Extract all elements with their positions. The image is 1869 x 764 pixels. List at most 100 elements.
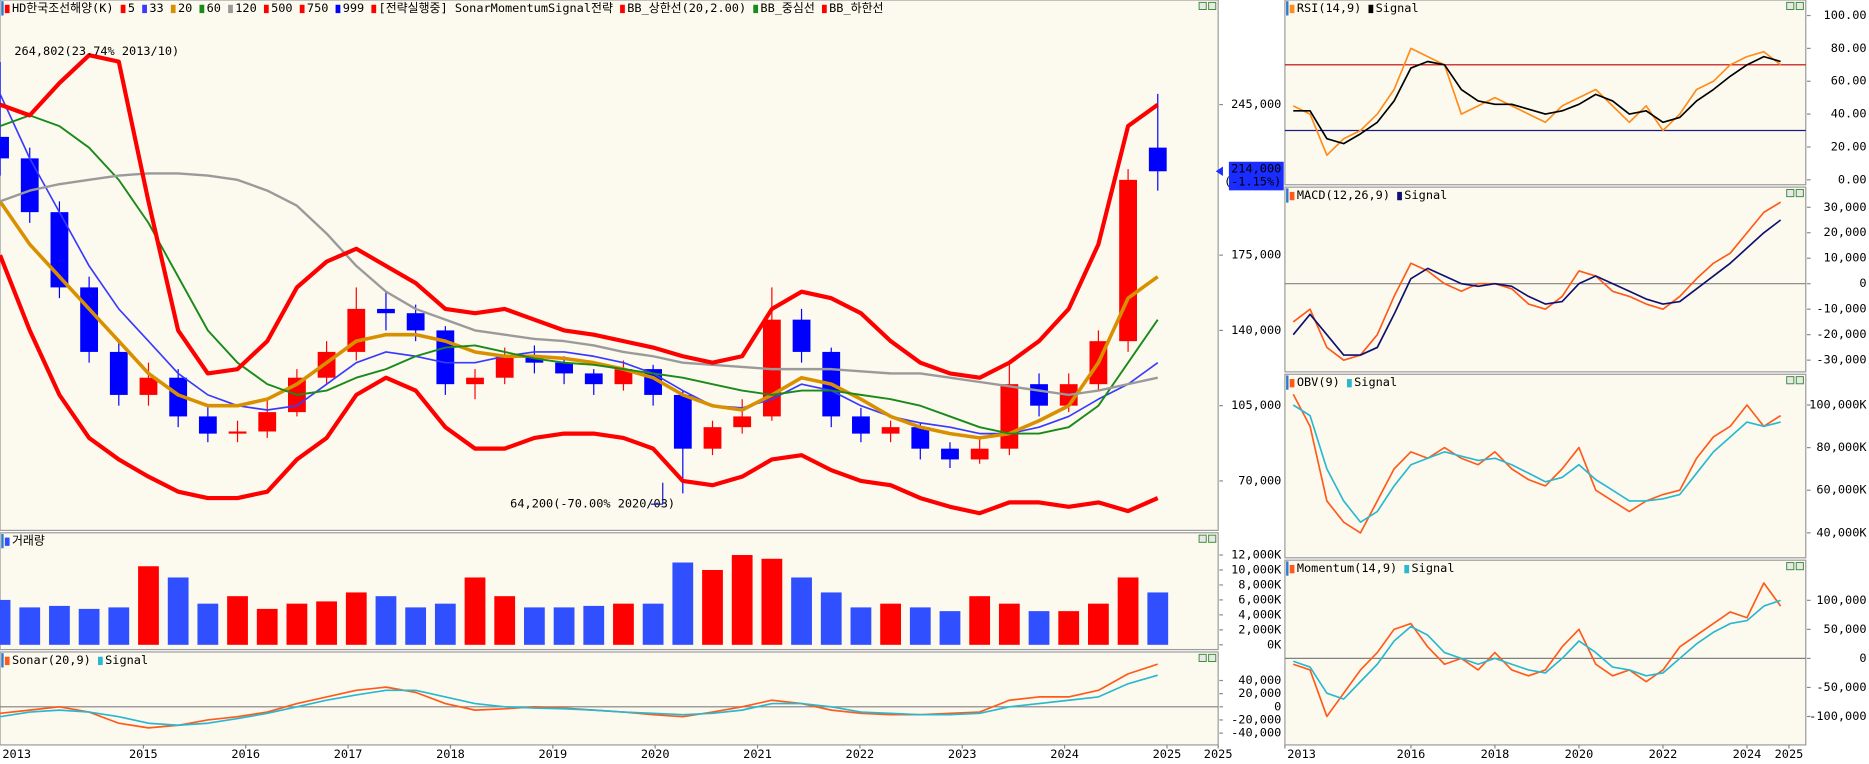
window-button[interactable] bbox=[1198, 534, 1207, 543]
x-tick-label: 2016 bbox=[1397, 747, 1426, 761]
last-price-label: 214,000 bbox=[1231, 161, 1281, 175]
series-line bbox=[0, 674, 1158, 727]
legend-label: HD한국조선해양(K) bbox=[12, 1, 114, 15]
volume-bar bbox=[405, 607, 427, 645]
legend-swatch bbox=[170, 4, 176, 14]
legend-swatch bbox=[620, 4, 625, 14]
candle-body bbox=[703, 427, 722, 449]
y-tick-label: 40,000K bbox=[1816, 525, 1867, 539]
volume-bar bbox=[256, 608, 278, 645]
x-tick-label: 2024 bbox=[1050, 747, 1079, 761]
y-tick-label: -50,000 bbox=[1816, 680, 1866, 694]
volume-bar bbox=[613, 603, 634, 645]
volume-bar bbox=[1058, 611, 1080, 645]
volume-bar bbox=[731, 555, 753, 645]
y-tick-label: 80,000K bbox=[1816, 440, 1867, 454]
window-button[interactable] bbox=[1208, 653, 1217, 662]
y-tick-label: 0 bbox=[1859, 651, 1866, 665]
legend-swatch bbox=[1397, 191, 1402, 201]
volume-bar bbox=[880, 603, 902, 645]
legend-label: 999 bbox=[343, 1, 365, 15]
last-price-pointer bbox=[1215, 166, 1223, 177]
series-line bbox=[0, 172, 1158, 397]
legend-swatch bbox=[199, 4, 205, 14]
y-tick-label: 140,000 bbox=[1231, 323, 1281, 337]
window-button[interactable] bbox=[1786, 562, 1795, 571]
volume-bar bbox=[583, 605, 605, 645]
window-button[interactable] bbox=[1786, 1, 1795, 11]
candle-body bbox=[1030, 384, 1048, 406]
y-tick-label: -20,000 bbox=[1816, 327, 1866, 341]
legend-label: RSI(14,9) bbox=[1297, 1, 1362, 15]
window-button[interactable] bbox=[1795, 562, 1804, 571]
legend-label: 60 bbox=[207, 1, 221, 15]
volume-bar bbox=[49, 605, 70, 645]
legend-label: BB_하한선 bbox=[829, 1, 883, 15]
legend-label: Sonar(20,9) bbox=[12, 653, 91, 667]
legend-swatch bbox=[1368, 4, 1374, 14]
candle-body bbox=[584, 373, 603, 385]
candle-body bbox=[970, 448, 989, 460]
x-tick-label: 2025 bbox=[1153, 747, 1182, 761]
panel bbox=[1284, 186, 1807, 373]
volume-bar bbox=[464, 577, 486, 645]
legend-label: OBV(9) bbox=[1297, 375, 1340, 389]
window-button[interactable] bbox=[1795, 376, 1804, 385]
window-button[interactable] bbox=[1208, 534, 1217, 543]
window-button[interactable] bbox=[1198, 1, 1207, 11]
x-tick-label: 2013 bbox=[2, 747, 31, 761]
x-tick-label: 2019 bbox=[538, 747, 567, 761]
series-line bbox=[0, 53, 1159, 380]
candle-body bbox=[555, 362, 573, 374]
legend-label: 750 bbox=[307, 1, 329, 15]
legend-label: 120 bbox=[235, 1, 257, 15]
y-tick-label: 10,000K bbox=[1231, 562, 1282, 576]
x-tick-label: 2018 bbox=[1481, 747, 1510, 761]
x-tick-label: 2020 bbox=[1565, 747, 1594, 761]
panel bbox=[0, 0, 1219, 531]
volume-bar bbox=[375, 596, 397, 645]
volume-bar bbox=[642, 603, 664, 645]
candle-body bbox=[1148, 147, 1167, 172]
volume-bar bbox=[524, 607, 545, 645]
volume-bar bbox=[1147, 592, 1169, 645]
y-tick-label: 245,000 bbox=[1231, 97, 1281, 111]
legend-swatch bbox=[1347, 379, 1352, 388]
last-change-label: (-1.15%) bbox=[1224, 175, 1281, 189]
window-button[interactable] bbox=[1786, 376, 1795, 385]
y-tick-label: 40,000 bbox=[1238, 673, 1281, 687]
panel bbox=[1284, 559, 1807, 746]
window-button[interactable] bbox=[1198, 653, 1207, 662]
candle-body bbox=[169, 377, 188, 417]
window-button[interactable] bbox=[1795, 189, 1804, 198]
legend-frame bbox=[1, 533, 4, 549]
candle-body bbox=[881, 427, 900, 434]
candle-body bbox=[228, 431, 247, 434]
volume-bar bbox=[434, 603, 456, 645]
y-tick-label: 60.00 bbox=[1831, 74, 1867, 88]
window-button[interactable] bbox=[1208, 1, 1217, 11]
volume-bar bbox=[108, 607, 130, 645]
legend-label: Signal bbox=[1404, 188, 1447, 202]
volume-bar bbox=[702, 569, 723, 645]
x-tick-label: 2022 bbox=[846, 747, 875, 761]
x-tick-label: 2025 bbox=[1204, 747, 1233, 761]
candle-body bbox=[406, 313, 425, 331]
volume-bar bbox=[909, 607, 931, 645]
volume-bar bbox=[939, 611, 961, 645]
volume-bar bbox=[791, 577, 812, 645]
volume-bar bbox=[1088, 603, 1109, 645]
x-tick-label: 2021 bbox=[743, 747, 772, 761]
legend-swatch bbox=[371, 4, 377, 14]
volume-bar bbox=[167, 577, 189, 645]
window-button[interactable] bbox=[1795, 1, 1804, 11]
volume-bar bbox=[969, 596, 991, 645]
x-tick-label: 2025 bbox=[1775, 747, 1804, 761]
window-button[interactable] bbox=[1786, 189, 1795, 198]
low-annotation: 64,200(-70.00% 2020/03) bbox=[510, 497, 675, 511]
series-line bbox=[1292, 582, 1782, 718]
y-tick-label: 20,000 bbox=[1238, 686, 1281, 700]
legend-label: MACD(12,26,9) bbox=[1297, 188, 1390, 202]
volume-bar bbox=[19, 607, 41, 645]
volume-bar bbox=[78, 608, 100, 645]
